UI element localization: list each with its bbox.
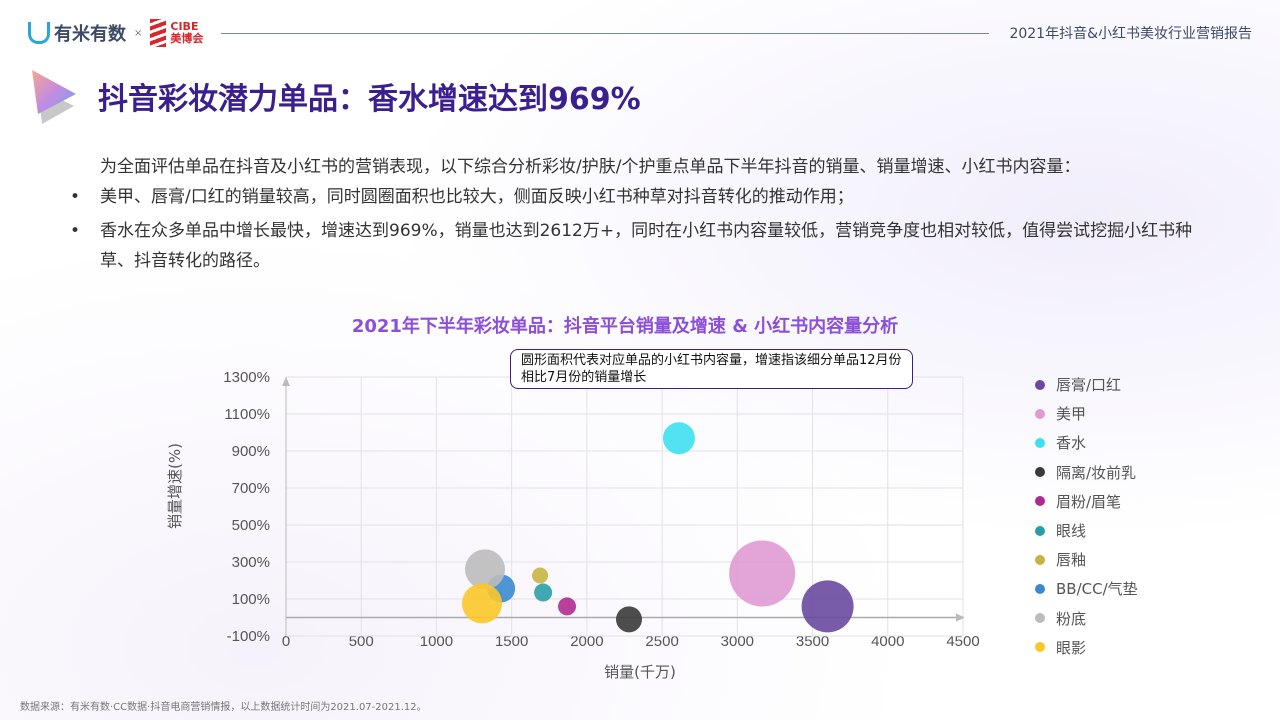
slide-title-bar: 抖音彩妆潜力单品：香水增速达到969%	[30, 68, 641, 124]
legend-swatch	[1035, 583, 1045, 594]
logo-separator: ×	[134, 27, 143, 39]
legend-label: 唇釉	[1056, 551, 1087, 570]
chart-legend: 唇膏/口红美甲香水隔离/妆前乳 眉粉/眉笔眼线唇釉 BB/CC/气垫 粉底眼影	[1035, 370, 1138, 662]
y-tick-label: 1300%	[223, 369, 270, 386]
legend-swatch	[1035, 613, 1045, 624]
x-axis-label: 销量(千万)	[604, 663, 676, 681]
play-triangle-icon	[30, 68, 78, 124]
legend-label: 眼影	[1056, 638, 1087, 657]
x-tick-label: 3500	[796, 633, 829, 650]
legend-item: 美甲	[1035, 399, 1138, 428]
cibe-mark-icon	[150, 19, 167, 47]
bullet-text: 香水在众多单品中增长最快，增速达到969%，销量也达到2612万+，同时在小红书…	[100, 221, 1193, 271]
bubble	[465, 549, 506, 590]
legend-item: 唇膏/口红	[1035, 370, 1138, 399]
header-divider	[221, 32, 990, 34]
page-title: 抖音彩妆潜力单品：香水增速达到969%	[98, 82, 641, 117]
legend-item: 唇釉	[1035, 545, 1138, 574]
legend-swatch	[1035, 642, 1045, 653]
x-tick-label: 1000	[420, 633, 453, 650]
x-tick-label: 0	[282, 633, 290, 650]
cibe-cn: 美博会	[170, 32, 204, 45]
chart-annotation: 圆形面积代表对应单品的小红书内容量，增速指该细分单品12月份相比7月份的销量增长	[510, 349, 913, 389]
legend-label: 粉底	[1056, 609, 1087, 628]
x-tick-label: 4000	[871, 633, 904, 650]
x-tick-label: 3000	[721, 633, 754, 650]
legend-label: 香水	[1056, 434, 1087, 453]
legend-label: 眼线	[1056, 522, 1087, 541]
legend-swatch	[1035, 496, 1045, 507]
legend-item: 眉粉/眉笔	[1035, 487, 1138, 516]
legend-swatch	[1035, 408, 1045, 419]
bubble	[616, 606, 643, 633]
bubble	[462, 583, 503, 624]
bullet-text: 美甲、唇膏/口红的销量较高，同时圆圈面积也比较大，侧面反映小红书种草对抖音转化的…	[100, 187, 854, 207]
y-tick-label: 1100%	[224, 406, 270, 423]
youmi-logo: 有米有数	[28, 20, 126, 46]
legend-item: 隔离/妆前乳	[1035, 458, 1138, 487]
bubble	[801, 580, 854, 633]
y-axis-label: 销量增速(%)	[166, 443, 184, 529]
legend-swatch	[1035, 554, 1045, 565]
intro-paragraph: 为全面评估单品在抖音及小红书的营销表现，以下综合分析彩妆/护肤/个护重点单品下半…	[100, 157, 1081, 177]
legend-label: 隔离/妆前乳	[1056, 463, 1137, 482]
footer-source: 数据来源：有米有数·CC数据·抖音电商营销情报，以上数据统计时间为2021.07…	[20, 702, 427, 713]
legend-swatch	[1035, 437, 1045, 448]
bullet-item: • 美甲、唇膏/口红的销量较高，同时圆圈面积也比较大，侧面反映小红书种草对抖音转化…	[70, 182, 1210, 212]
y-axis-arrow-icon	[282, 377, 290, 386]
y-tick-label: 500%	[232, 517, 270, 534]
bullet-dot: •	[70, 221, 81, 241]
x-axis-arrow-icon	[956, 613, 965, 622]
chart-title: 2021年下半年彩妆单品：抖音平台销量及增速 & 小红书内容量分析	[351, 316, 899, 337]
bubble	[729, 540, 796, 607]
legend-label: 唇膏/口红	[1056, 376, 1122, 395]
x-tick-label: 1500	[495, 633, 528, 650]
legend-label: BB/CC/气垫	[1056, 580, 1138, 599]
bubble	[534, 583, 553, 602]
legend-item: 香水	[1035, 428, 1138, 457]
bubble	[662, 422, 695, 455]
cibe-en: CIBE	[170, 20, 199, 33]
y-tick-label: -100%	[227, 628, 270, 645]
header: 有米有数 × CIBE 美博会 2021年抖音&小红书美妆行业营销报告	[28, 16, 1252, 50]
legend-item: 眼影	[1035, 633, 1138, 662]
youmi-logo-text: 有米有数	[54, 24, 126, 45]
cibe-logo: CIBE 美博会	[150, 19, 203, 47]
x-tick-label: 2500	[645, 633, 678, 650]
x-tick-label: 500	[349, 633, 374, 650]
report-title: 2021年抖音&小红书美妆行业营销报告	[1009, 26, 1252, 42]
x-tick-label: 4500	[946, 633, 979, 650]
legend-label: 眉粉/眉笔	[1056, 492, 1122, 511]
legend-label: 美甲	[1056, 405, 1087, 424]
legend-item: 粉底	[1035, 604, 1138, 633]
bubble	[558, 597, 577, 616]
cart-icon	[28, 22, 50, 44]
x-tick-label: 2000	[570, 633, 603, 650]
bullet-dot: •	[70, 187, 81, 207]
legend-swatch	[1035, 467, 1045, 478]
y-tick-label: 900%	[232, 443, 270, 460]
y-tick-label: 700%	[232, 480, 270, 497]
bubble	[532, 567, 549, 584]
legend-item: BB/CC/气垫	[1035, 574, 1138, 603]
y-tick-label: 100%	[232, 591, 270, 608]
legend-swatch	[1035, 379, 1045, 390]
intro-text: 为全面评估单品在抖音及小红书的营销表现，以下综合分析彩妆/护肤/个护重点单品下半…	[70, 152, 1210, 276]
legend-swatch	[1035, 525, 1045, 536]
bullet-item: • 香水在众多单品中增长最快，增速达到969%，销量也达到2612万+，同时在小红…	[70, 216, 1210, 276]
y-tick-label: 300%	[232, 554, 270, 571]
legend-item: 眼线	[1035, 516, 1138, 545]
